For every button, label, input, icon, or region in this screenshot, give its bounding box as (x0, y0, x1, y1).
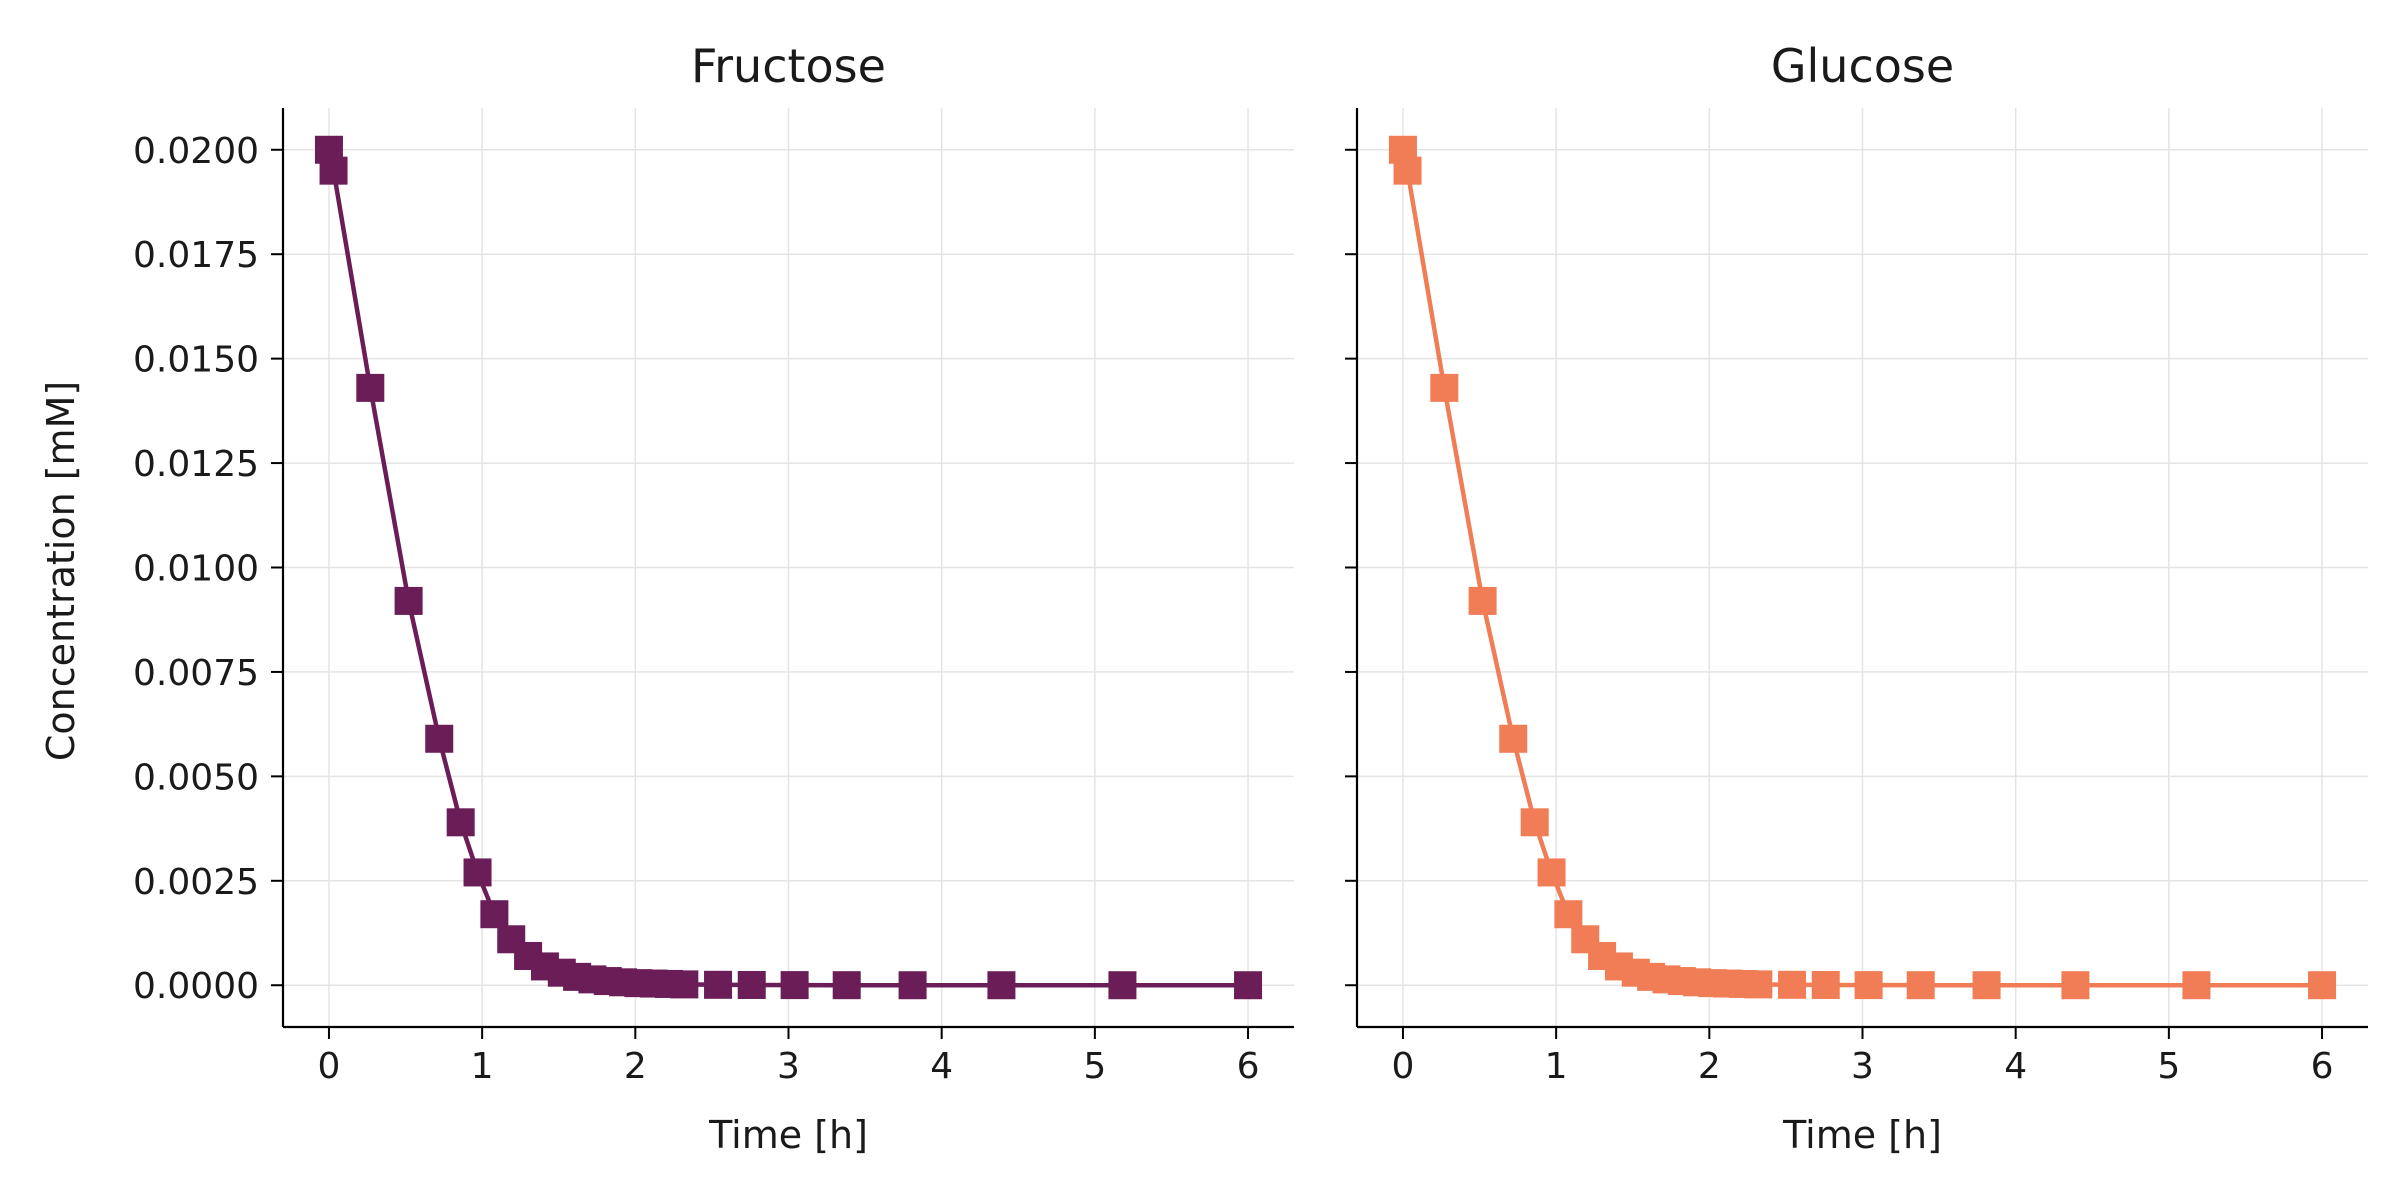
data-point-marker (704, 970, 733, 999)
data-point-marker (356, 373, 385, 402)
data-point-marker (1778, 970, 1807, 999)
data-point-marker (898, 971, 927, 1000)
x-tick-label: 1 (471, 1046, 494, 1087)
data-point-marker (1108, 971, 1137, 1000)
data-point-marker (1468, 586, 1497, 615)
y-tick-label: 0.0075 (133, 653, 259, 694)
data-point-marker (1906, 971, 1935, 1000)
data-point-marker (1811, 970, 1840, 999)
data-point-marker (1430, 373, 1459, 402)
x-tick-label: 5 (2157, 1046, 2180, 1087)
y-tick-label: 0.0200 (133, 131, 259, 172)
x-tick-label: 2 (1698, 1046, 1721, 1087)
data-point-marker (394, 586, 423, 615)
data-point-marker (1520, 808, 1549, 837)
data-point-marker (1499, 724, 1528, 753)
data-point-marker (319, 156, 348, 185)
x-tick-label: 3 (1851, 1046, 1874, 1087)
x-tick-label: 0 (318, 1046, 341, 1087)
y-tick-label: 0.0100 (133, 549, 259, 590)
data-point-marker (1393, 156, 1422, 185)
data-point-marker (1537, 858, 1566, 887)
x-tick-label: 0 (1392, 1046, 1415, 1087)
x-tick-label: 1 (1545, 1046, 1568, 1087)
data-point-marker (2182, 971, 2211, 1000)
data-point-marker (446, 808, 475, 837)
data-point-marker (670, 970, 699, 999)
data-point-marker (2061, 971, 2090, 1000)
y-tick-label: 0.0125 (133, 444, 259, 485)
data-point-marker (1554, 900, 1583, 929)
data-point-marker (737, 970, 766, 999)
y-tick-label: 0.0150 (133, 340, 259, 381)
data-point-marker (480, 900, 509, 929)
x-axis-label: Time [h] (1782, 1113, 1942, 1157)
x-tick-label: 2 (624, 1046, 647, 1087)
data-point-marker (1744, 970, 1773, 999)
y-tick-label: 0.0025 (133, 862, 259, 903)
y-tick-label: 0.0175 (133, 235, 259, 276)
y-tick-label: 0.0050 (133, 757, 259, 798)
fructose-panel: 0 1 2 3 4 5 6 0.0000 0.0025 0.0050 0.0075 0.0100 0.0… (133, 39, 1294, 1157)
data-point-marker (987, 971, 1016, 1000)
y-tick-label: 0.0000 (133, 966, 259, 1007)
x-tick-label: 4 (2004, 1046, 2027, 1087)
x-tick-label: 3 (777, 1046, 800, 1087)
data-point-marker (1972, 971, 2001, 1000)
x-tick-label: 6 (2311, 1046, 2334, 1087)
x-tick-label: 5 (1083, 1046, 1106, 1087)
data-point-marker (425, 724, 454, 753)
data-point-marker (832, 971, 861, 1000)
x-tick-label: 6 (1237, 1046, 1260, 1087)
panel-title: Fructose (691, 39, 886, 93)
shared-ylabel: Concentration [mM] (39, 381, 83, 761)
data-point-marker (780, 971, 809, 1000)
data-point-marker (1854, 971, 1883, 1000)
x-axis-label: Time [h] (708, 1113, 868, 1157)
data-point-marker (2308, 971, 2337, 1000)
x-tick-label: 4 (930, 1046, 953, 1087)
data-point-marker (1234, 971, 1263, 1000)
data-point-marker (463, 858, 492, 887)
panel-title: Glucose (1771, 39, 1954, 93)
glucose-panel: 0 1 2 3 4 5 6 Glucose Time [h] (1345, 39, 2368, 1157)
